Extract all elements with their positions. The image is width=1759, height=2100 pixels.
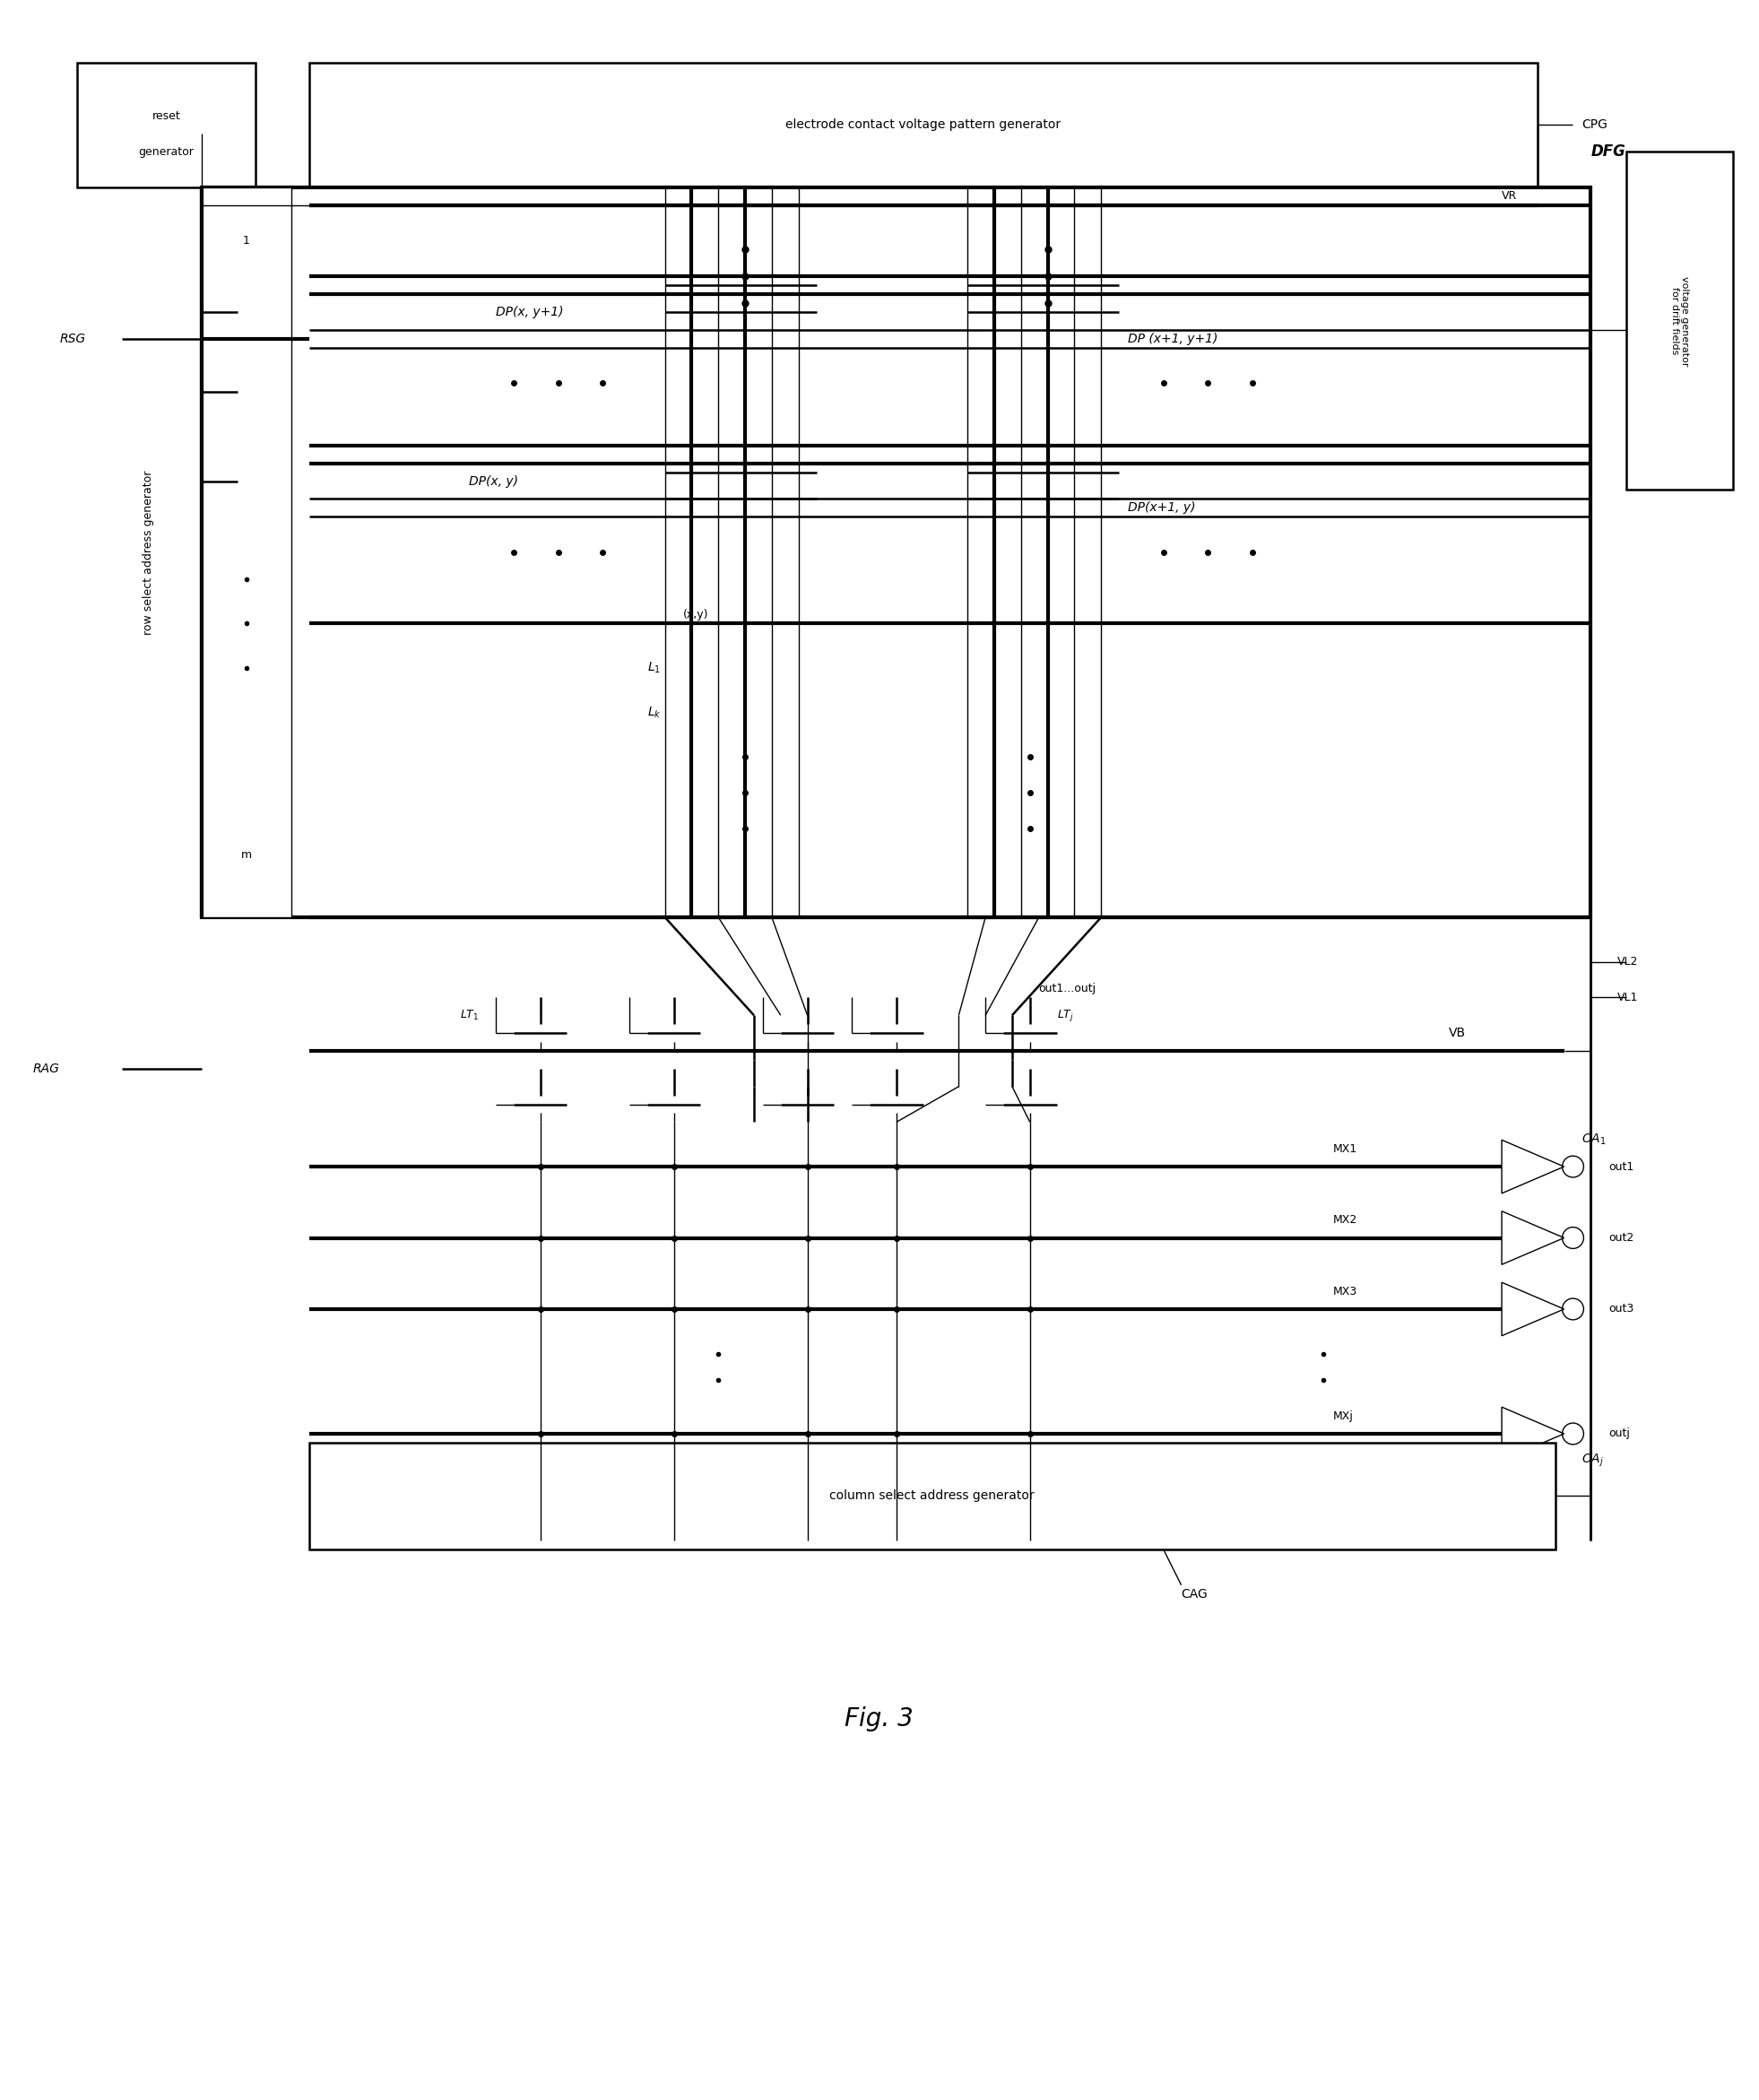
Polygon shape [1502, 1140, 1564, 1193]
Text: $L_1$: $L_1$ [647, 662, 661, 676]
Text: RAG: RAG [33, 1063, 60, 1075]
Text: DP(x+1, y): DP(x+1, y) [1128, 502, 1196, 514]
Text: reset: reset [153, 109, 181, 122]
Bar [77, 63, 255, 187]
Bar [1627, 151, 1733, 489]
Text: MX2: MX2 [1333, 1214, 1356, 1226]
Polygon shape [1502, 1283, 1564, 1336]
Text: voltage generator
for drift fields: voltage generator for drift fields [1669, 275, 1689, 365]
Text: out2: out2 [1608, 1233, 1634, 1243]
Text: electrode contact voltage pattern generator: electrode contact voltage pattern genera… [786, 120, 1061, 130]
Text: DFG: DFG [1590, 143, 1625, 160]
Text: $LT_j$: $LT_j$ [1057, 1008, 1073, 1023]
Polygon shape [1502, 1407, 1564, 1459]
Text: CAG: CAG [1182, 1588, 1208, 1600]
Text: CPG: CPG [1581, 120, 1608, 130]
Text: Fig. 3: Fig. 3 [844, 1705, 913, 1730]
Text: RSG: RSG [60, 332, 86, 344]
Text: VB: VB [1449, 1027, 1465, 1040]
Text: row select address generator: row select address generator [142, 470, 155, 634]
Text: (x,y): (x,y) [682, 609, 709, 620]
Text: out1: out1 [1608, 1161, 1634, 1172]
Bar [202, 187, 1590, 918]
Text: 1: 1 [243, 235, 250, 246]
Text: $L_k$: $L_k$ [647, 706, 661, 720]
Text: VL1: VL1 [1618, 991, 1638, 1004]
Text: $OA_j$: $OA_j$ [1581, 1453, 1604, 1468]
Text: MXj: MXj [1333, 1409, 1353, 1422]
Polygon shape [1502, 1212, 1564, 1264]
Text: MX3: MX3 [1333, 1285, 1356, 1298]
Text: out3: out3 [1608, 1304, 1634, 1315]
Text: DP(x, y+1): DP(x, y+1) [496, 307, 563, 319]
Text: out1...outj: out1...outj [1040, 983, 1096, 995]
Bar [202, 187, 290, 918]
Text: m: m [241, 848, 252, 861]
Text: $OA_1$: $OA_1$ [1581, 1132, 1606, 1147]
Text: generator: generator [139, 145, 193, 158]
Text: DP(x, y): DP(x, y) [470, 475, 519, 487]
Text: MX1: MX1 [1333, 1142, 1356, 1155]
Bar [310, 63, 1537, 187]
Bar [310, 1443, 1555, 1550]
Text: $LT_1$: $LT_1$ [461, 1008, 480, 1023]
Text: VR: VR [1502, 191, 1518, 202]
Text: column select address generator: column select address generator [830, 1489, 1034, 1501]
Text: DP (x+1, y+1): DP (x+1, y+1) [1128, 332, 1217, 344]
Text: VL2: VL2 [1618, 956, 1638, 968]
Text: outj: outj [1608, 1428, 1631, 1441]
